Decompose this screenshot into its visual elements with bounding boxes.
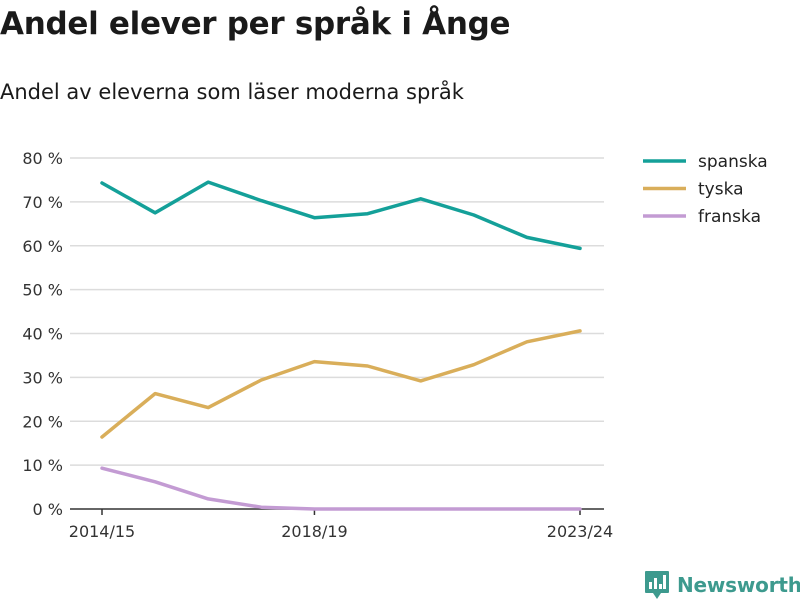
- x-axis: 2014/15 2018/19 2023/24: [69, 508, 613, 541]
- legend-label-franska: franska: [698, 207, 761, 227]
- y-tick-label: 60 %: [22, 237, 63, 256]
- y-tick-label: 40 %: [22, 325, 63, 344]
- series-line-tyska: [100, 329, 582, 439]
- y-tick-label: 80 %: [22, 149, 63, 168]
- y-tick-label: 30 %: [22, 368, 63, 387]
- legend: spanska tyska franska: [643, 152, 768, 227]
- newsworthy-brand: Newsworthy: [644, 569, 800, 601]
- y-tick-label: 70 %: [22, 193, 63, 212]
- series-line-spanska: [100, 180, 582, 251]
- x-tick-label: 2014/15: [69, 522, 135, 541]
- y-axis: 0 % 10 % 20 % 30 % 40 % 50 % 60 % 70 % 80 %: [22, 149, 63, 519]
- legend-label-tyska: tyska: [698, 180, 744, 200]
- newsworthy-logo-icon: [645, 571, 669, 599]
- brand-name: Newsworthy: [677, 573, 800, 597]
- y-tick-label: 10 %: [22, 456, 63, 475]
- y-tick-label: 0 %: [33, 500, 63, 519]
- gridlines: [70, 157, 604, 466]
- x-tick-label: 2023/24: [547, 522, 613, 541]
- chart-title: Andel elever per språk i Ånge: [0, 6, 511, 42]
- series-lines: [100, 180, 582, 511]
- y-tick-label: 20 %: [22, 412, 63, 431]
- x-tick-label: 2018/19: [281, 522, 347, 541]
- legend-label-spanska: spanska: [698, 152, 768, 172]
- series-line-franska: [100, 466, 582, 511]
- chart-subtitle: Andel av eleverna som läser moderna språ…: [0, 80, 464, 104]
- y-tick-label: 50 %: [22, 281, 63, 300]
